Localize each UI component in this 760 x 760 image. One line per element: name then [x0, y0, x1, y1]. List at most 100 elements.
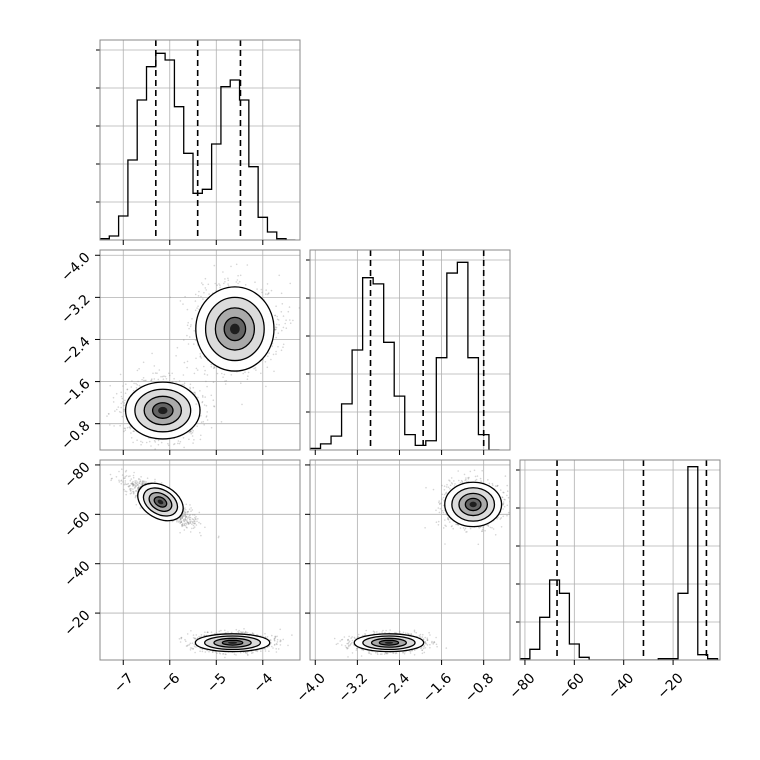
density-point: [145, 441, 148, 444]
density-point: [220, 421, 223, 423]
density-point: [194, 638, 197, 640]
density-point: [188, 522, 190, 524]
density-point: [195, 403, 197, 405]
density-point: [200, 282, 203, 284]
density-point: [118, 470, 120, 473]
density-point: [206, 385, 208, 388]
density-point: [193, 514, 196, 516]
density-point: [271, 634, 273, 637]
density-point: [119, 424, 121, 427]
density-point: [123, 430, 125, 433]
density-contour: [158, 406, 168, 415]
density-point: [133, 471, 135, 474]
density-point: [120, 402, 123, 405]
density-point: [236, 279, 239, 281]
density-point: [114, 410, 116, 412]
density-point: [126, 426, 129, 429]
density-point: [125, 490, 128, 493]
density-point: [191, 318, 193, 320]
density-point: [106, 415, 108, 417]
density-point: [204, 369, 206, 372]
density-point: [142, 379, 145, 382]
density-point: [189, 325, 192, 328]
density-point: [277, 319, 280, 321]
density-point: [233, 653, 236, 656]
density-point: [138, 384, 141, 387]
density-point: [189, 642, 192, 645]
density-point: [157, 439, 160, 442]
density-point: [142, 361, 145, 364]
density-point: [264, 361, 267, 363]
density-point: [182, 374, 185, 376]
density-point: [200, 634, 203, 636]
density-point: [260, 650, 262, 652]
density-point: [203, 373, 206, 375]
density-point: [163, 375, 165, 377]
density-point: [264, 648, 267, 650]
density-point: [253, 367, 255, 370]
density-point: [134, 496, 137, 499]
density-point: [222, 376, 224, 379]
density-point: [282, 638, 285, 641]
density-point: [121, 401, 124, 403]
density-point: [188, 518, 191, 521]
density-point: [275, 642, 278, 645]
density-point: [189, 431, 191, 433]
density-point: [219, 284, 221, 287]
density-point: [194, 293, 197, 296]
density-point: [274, 636, 277, 639]
density-point: [270, 289, 273, 292]
density-point: [205, 289, 207, 291]
density-point: [281, 303, 284, 305]
density-point: [252, 633, 255, 635]
density-point: [123, 483, 126, 486]
density-point: [237, 274, 239, 277]
density-point: [121, 474, 124, 476]
density-point: [230, 374, 233, 376]
density-point: [207, 283, 210, 286]
density-point: [173, 443, 176, 445]
density-point: [144, 480, 146, 483]
density-point: [189, 522, 192, 524]
density-point: [280, 292, 283, 295]
density-point: [266, 293, 269, 296]
density-point: [194, 393, 196, 395]
density-point: [178, 638, 181, 640]
density-point: [120, 391, 122, 394]
density-point: [197, 305, 199, 308]
density-point: [193, 391, 195, 394]
density-point: [274, 635, 276, 638]
density-point: [124, 475, 127, 478]
density-point: [276, 643, 278, 646]
density-point: [118, 479, 120, 482]
density-point: [230, 265, 232, 268]
density-point: [212, 367, 215, 370]
density-point: [122, 481, 124, 483]
density-point: [225, 380, 228, 382]
density-point: [189, 649, 192, 651]
density-point: [243, 628, 245, 630]
density-point: [190, 630, 192, 632]
density-point: [153, 378, 156, 380]
density-point: [281, 329, 283, 332]
density-point: [189, 430, 191, 433]
density-point: [124, 429, 127, 432]
panel-frame: [99, 249, 301, 451]
density-point: [205, 404, 208, 407]
density-point: [180, 637, 182, 640]
density-point: [244, 651, 247, 654]
density-point: [269, 639, 272, 641]
density-point: [191, 509, 194, 511]
density-point: [271, 345, 274, 348]
density-point: [132, 430, 135, 433]
density-point: [132, 474, 135, 477]
density-point: [158, 369, 161, 371]
density-point: [224, 656, 226, 659]
density-point: [275, 326, 278, 329]
density-point: [191, 642, 194, 644]
density-point: [210, 363, 212, 366]
density-point: [213, 264, 216, 267]
density-point: [244, 284, 247, 286]
density-point: [238, 629, 240, 632]
